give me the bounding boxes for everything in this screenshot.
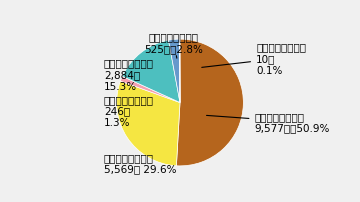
Text: 違法競走型・少年
525人　2.8%: 違法競走型・少年 525人 2.8%: [144, 32, 203, 59]
Wedge shape: [122, 41, 180, 103]
Text: 違法競走型・成人
2,884人
15.3%: 違法競走型・成人 2,884人 15.3%: [104, 58, 154, 91]
Wedge shape: [120, 77, 180, 103]
Text: 違法競走型・不明
10人
0.1%: 違法競走型・不明 10人 0.1%: [202, 42, 306, 75]
Text: 共同危険型・成人
5,569人 29.6%: 共同危険型・成人 5,569人 29.6%: [104, 152, 176, 174]
Wedge shape: [176, 40, 243, 166]
Text: 共同危険型・不明
246人
1.3%: 共同危険型・不明 246人 1.3%: [104, 94, 154, 127]
Wedge shape: [117, 82, 180, 166]
Text: 共同危険型・少年
9,577人　50.9%: 共同危険型・少年 9,577人 50.9%: [207, 111, 330, 133]
Wedge shape: [168, 40, 180, 103]
